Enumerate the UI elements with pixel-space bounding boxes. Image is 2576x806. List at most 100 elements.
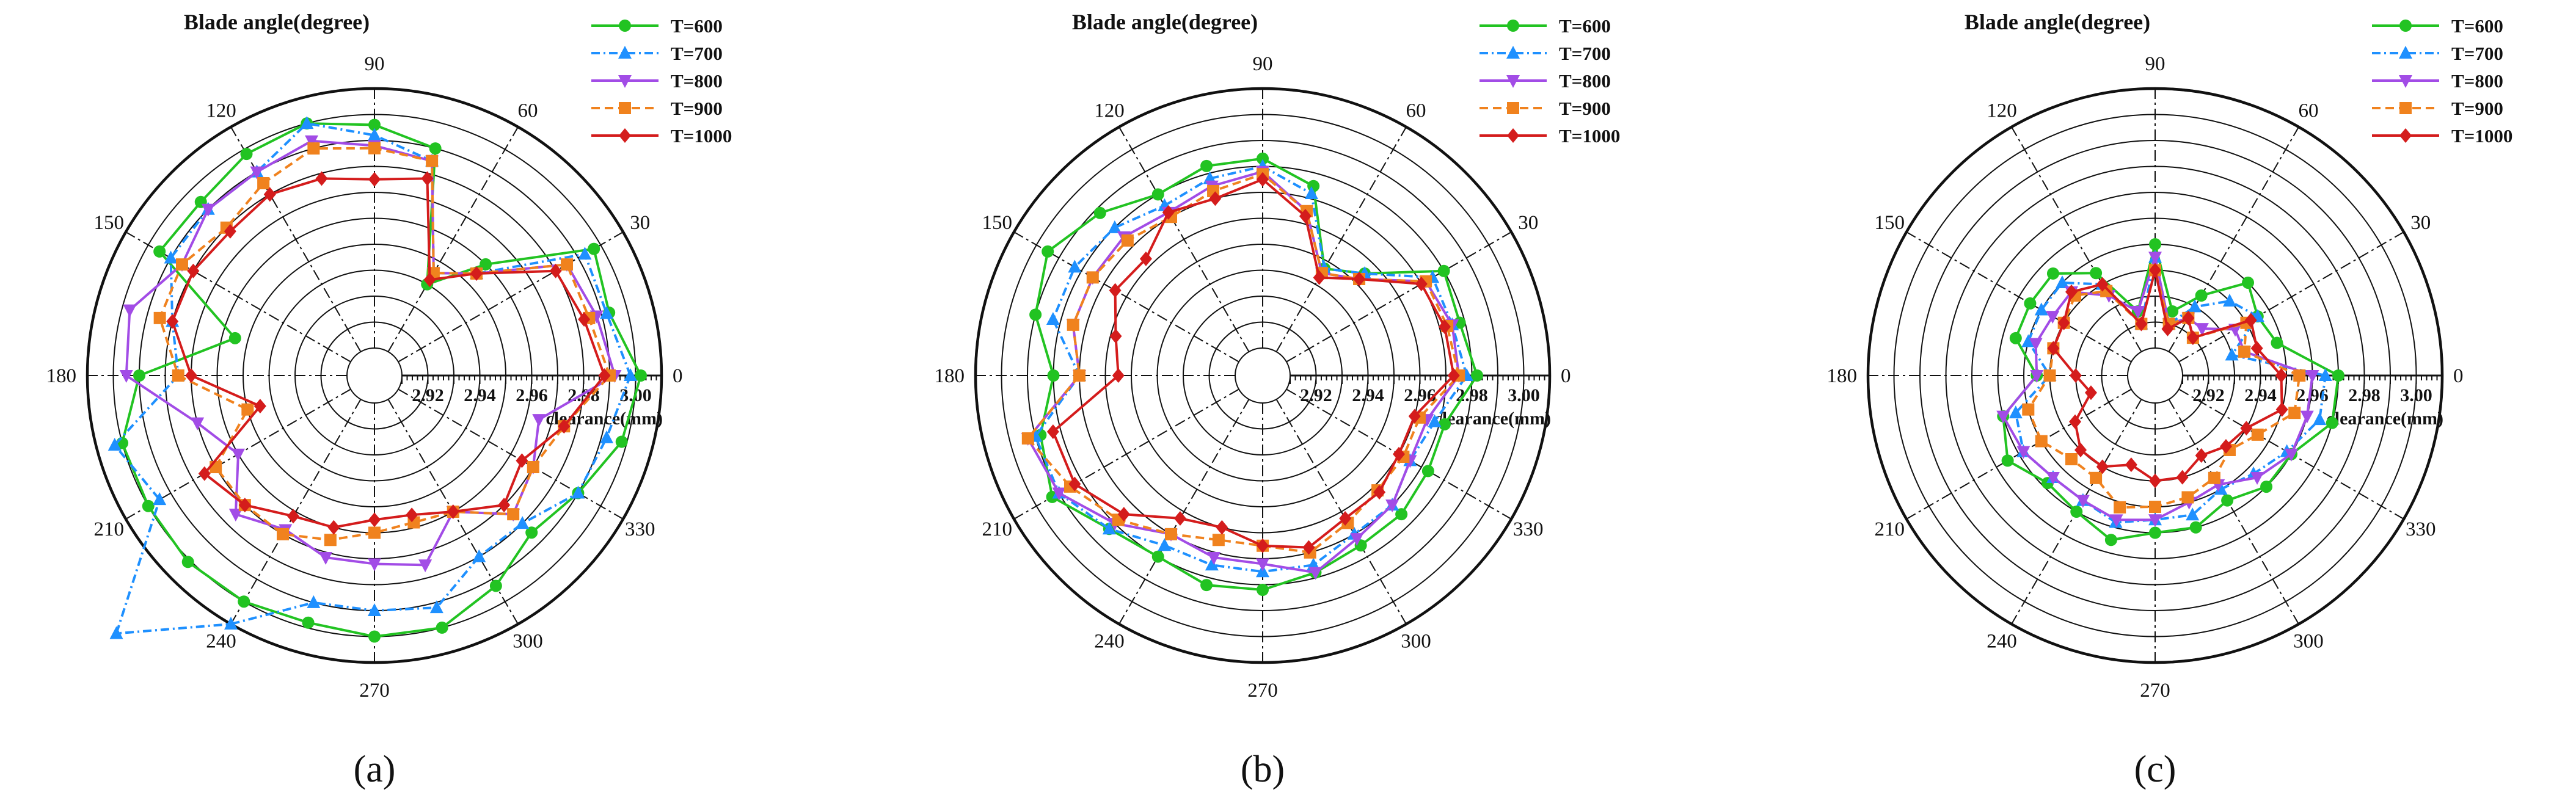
data-point	[2074, 442, 2087, 457]
data-point	[1471, 369, 1483, 382]
data-point	[2186, 507, 2200, 521]
angle-tick-label: 180	[46, 365, 77, 387]
data-point	[198, 466, 211, 481]
data-point	[133, 369, 145, 382]
data-point	[153, 245, 166, 258]
legend-label: T=900	[1559, 98, 1611, 119]
data-point	[2046, 472, 2060, 485]
data-point	[1421, 465, 1434, 477]
data-point	[2029, 338, 2043, 351]
data-point	[319, 551, 333, 565]
data-point	[1139, 251, 1152, 266]
axis-title: clearance(mm)	[2326, 408, 2443, 429]
data-point	[507, 508, 520, 521]
angle-tick-label: 120	[206, 100, 236, 122]
data-point	[368, 512, 381, 528]
data-point	[2149, 238, 2161, 250]
polar-panel: 0 30 60 90 120 150 180 210 240 270 300 330 2.92 2.94 2…	[935, 10, 1621, 790]
angle-tick-label: 150	[94, 212, 125, 234]
panel-label: (c)	[2134, 749, 2176, 790]
radial-gridline	[398, 388, 624, 520]
radial-tick-label: 2.92	[1300, 385, 1332, 405]
data-point	[1121, 234, 1134, 247]
data-point	[2285, 448, 2299, 462]
data-point	[1304, 186, 1318, 200]
data-point	[1029, 308, 1042, 321]
angle-tick-label: 120	[1094, 100, 1125, 122]
data-point	[2188, 299, 2202, 313]
data-point	[1313, 270, 1326, 285]
legend-marker	[2399, 128, 2412, 143]
data-point	[1021, 432, 1034, 445]
data-point	[2125, 457, 2137, 473]
data-point	[2065, 284, 2078, 299]
data-point	[2161, 321, 2174, 336]
data-point	[241, 403, 254, 416]
data-point	[1046, 312, 1060, 325]
data-point	[1257, 152, 1269, 165]
data-point	[2186, 330, 2199, 346]
angle-tick-label: 60	[518, 100, 538, 122]
angle-tick-label: 240	[206, 631, 236, 653]
legend-marker	[619, 128, 631, 143]
data-point	[277, 528, 289, 540]
data-point	[2021, 334, 2035, 347]
data-point	[2065, 453, 2078, 466]
data-point	[1302, 540, 1315, 555]
data-point	[2148, 252, 2162, 265]
data-point	[1107, 220, 1122, 233]
data-point	[1052, 487, 1066, 501]
data-point	[1438, 418, 1451, 430]
data-point	[2275, 368, 2288, 383]
data-point	[598, 368, 611, 383]
data-point	[2016, 446, 2031, 459]
data-point	[1046, 424, 1059, 439]
data-point	[561, 258, 574, 271]
data-point	[2260, 481, 2273, 493]
legend-label: T=600	[1559, 15, 1611, 37]
data-point	[210, 461, 222, 473]
data-point	[1209, 191, 1222, 206]
data-point	[2195, 323, 2209, 336]
radial-gridline	[230, 399, 362, 625]
legend-label: T=800	[1559, 70, 1611, 92]
data-point	[1339, 511, 1352, 526]
data-point	[1299, 208, 1312, 223]
data-point	[578, 312, 591, 327]
legend-label: T=700	[1559, 43, 1611, 64]
data-point	[578, 247, 592, 260]
panel-label: (b)	[1241, 749, 1285, 790]
data-point	[498, 498, 511, 513]
legend-label: T=600	[671, 15, 723, 37]
data-point	[2242, 276, 2255, 289]
data-point	[1437, 264, 1450, 277]
data-point	[2076, 495, 2090, 508]
legend-marker	[1507, 102, 1519, 114]
data-point	[624, 368, 637, 381]
data-point	[368, 603, 381, 616]
data-point	[516, 453, 528, 468]
data-point	[181, 556, 194, 568]
data-point	[2035, 435, 2048, 448]
radial-tick-label: 2.98	[1456, 385, 1488, 405]
data-point	[1068, 260, 1082, 273]
data-point	[238, 498, 251, 513]
data-point	[2244, 313, 2257, 328]
data-point	[2275, 402, 2288, 417]
data-point	[240, 148, 253, 161]
radial-tick-label: 2.96	[516, 385, 548, 405]
chart-title: Blade angle(degree)	[184, 10, 370, 34]
data-point	[2318, 368, 2332, 381]
data-point	[406, 507, 418, 523]
data-point	[307, 595, 321, 608]
data-point	[600, 306, 614, 319]
angle-tick-label: 180	[935, 365, 965, 387]
data-point	[1109, 283, 1122, 298]
data-point	[1205, 557, 1219, 571]
data-point	[2055, 275, 2069, 288]
radial-gridline	[387, 126, 519, 352]
data-point	[470, 266, 483, 281]
data-point	[1256, 558, 1269, 572]
data-point	[2070, 368, 2082, 383]
data-point	[172, 369, 184, 382]
